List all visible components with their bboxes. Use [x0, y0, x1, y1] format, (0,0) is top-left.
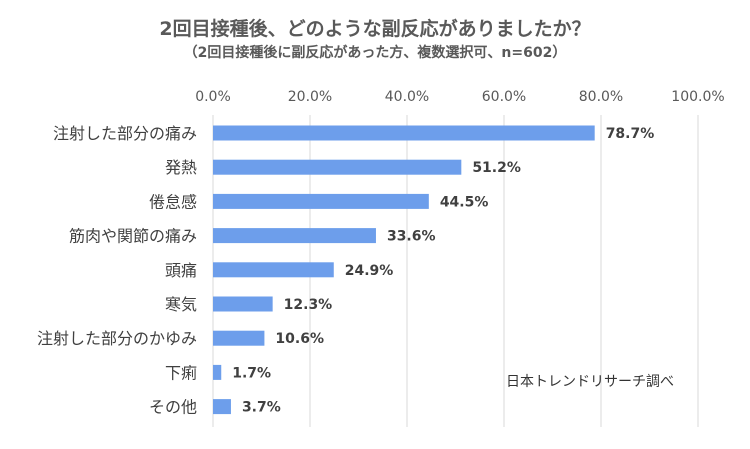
- category-label: 筋肉や関節の痛み: [69, 227, 197, 246]
- bar: [213, 364, 222, 380]
- data-label: 78.7%: [606, 126, 655, 142]
- x-tick-label: 40.0%: [385, 89, 429, 105]
- chart-title: 2回目接種後、どのような副反応がありましたか？: [159, 18, 591, 40]
- category-label: 寒気: [165, 295, 197, 314]
- data-label: 44.5%: [440, 194, 489, 210]
- bar: [213, 125, 595, 141]
- bar: [213, 159, 462, 175]
- bar: [213, 193, 429, 209]
- category-label: その他: [149, 398, 197, 417]
- category-label: 発熱: [165, 158, 197, 177]
- bar: [213, 228, 376, 244]
- category-label: 注射した部分のかゆみ: [37, 329, 197, 348]
- bar: [213, 399, 231, 415]
- bar: [213, 296, 273, 312]
- data-label: 24.9%: [345, 263, 394, 279]
- x-tick-label: 80.0%: [579, 89, 623, 105]
- source-annotation: 日本トレンドリサーチ調べ: [506, 374, 674, 390]
- data-label: 33.6%: [387, 229, 436, 245]
- category-label: 下痢: [165, 363, 197, 382]
- x-tick-label: 100.0%: [671, 89, 724, 105]
- category-label: 倦怠感: [149, 192, 197, 211]
- bar: [213, 262, 334, 278]
- x-tick-label: 20.0%: [288, 89, 332, 105]
- x-tick-label: 0.0%: [195, 89, 231, 105]
- data-label: 3.7%: [242, 400, 281, 416]
- bar: [213, 330, 265, 346]
- data-label: 12.3%: [284, 297, 333, 313]
- data-label: 10.6%: [275, 331, 324, 347]
- data-label: 51.2%: [472, 160, 521, 176]
- category-label: 頭痛: [165, 261, 197, 280]
- data-label: 1.7%: [232, 365, 271, 381]
- category-label: 注射した部分の痛み: [53, 124, 197, 143]
- chart-subtitle: （2回目接種後に副反応があった方、複数選択可、n=602）: [183, 45, 567, 61]
- x-tick-label: 60.0%: [482, 89, 526, 105]
